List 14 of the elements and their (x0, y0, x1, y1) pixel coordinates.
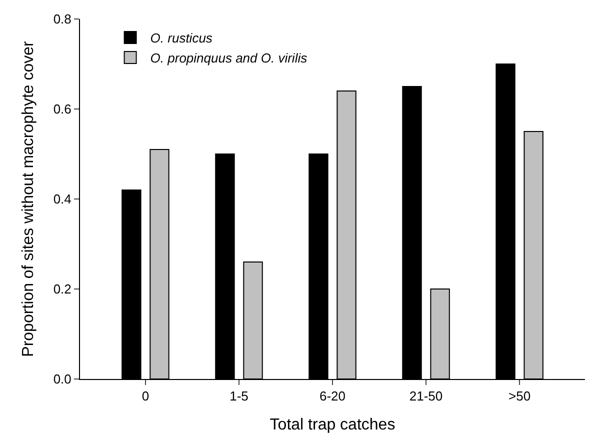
x-tick-label: 1-5 (230, 388, 248, 404)
x-axis-title: Total trap catches (270, 416, 396, 434)
x-tick-label: 6-20 (319, 388, 346, 404)
x-tick-label: >50 (508, 388, 531, 404)
x-tick-label: 0 (142, 388, 150, 404)
x-tick-label: 21-50 (409, 388, 443, 404)
legend-label: O. rusticus (150, 30, 213, 46)
y-tick-label: 0.4 (53, 192, 72, 207)
y-axis-title: Proportion of sites without macrophyte cover (20, 40, 38, 357)
y-tick-label: 0.6 (53, 102, 72, 117)
y-tick-label: 0.8 (53, 12, 72, 27)
legend-label: O. propinquus and O. virilis (150, 50, 308, 66)
y-tick-label: 0.2 (53, 282, 72, 297)
y-tick-label: 0.0 (53, 372, 72, 387)
